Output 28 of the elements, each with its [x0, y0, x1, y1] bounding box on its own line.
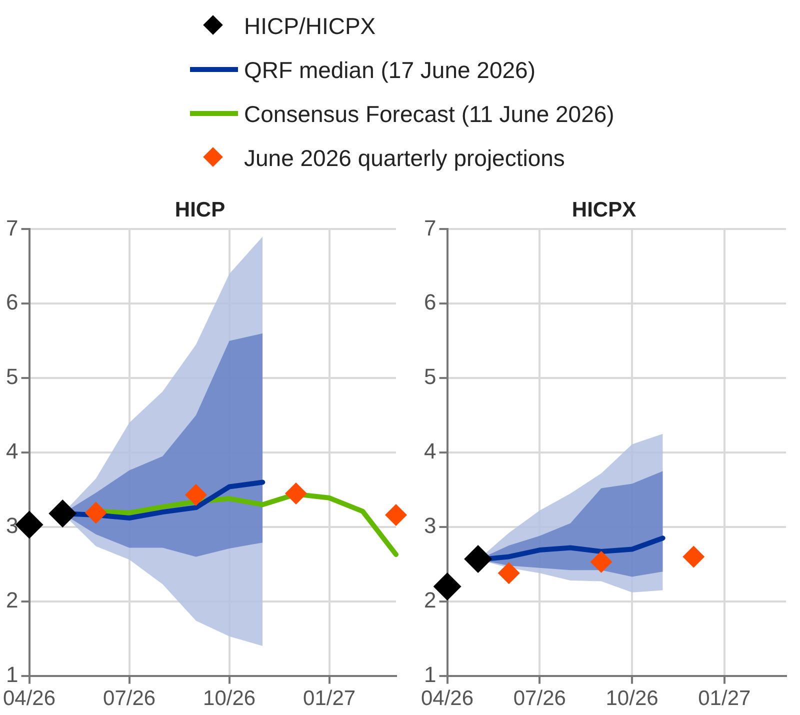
chart-title: HICP — [174, 198, 226, 222]
legend-label: QRF median (17 June 2026) — [244, 56, 536, 84]
x-tick-label: 10/26 — [606, 687, 658, 710]
x-tick-label: 04/26 — [420, 687, 474, 710]
y-tick-label: 5 — [424, 364, 436, 390]
y-tick-label: 6 — [424, 290, 436, 315]
x-tick-label: 07/26 — [103, 687, 156, 710]
y-tick-label: 4 — [6, 438, 18, 464]
legend-label: HICP/HICPX — [244, 12, 376, 40]
x-tick-label: 01/27 — [303, 687, 356, 710]
y-tick-label: 7 — [6, 215, 18, 240]
x-tick-label: 10/26 — [203, 687, 256, 710]
y-tick-label: 1 — [424, 662, 436, 687]
y-tick-label: 4 — [424, 438, 436, 464]
y-tick-label: 1 — [6, 662, 18, 687]
x-tick-label: 01/27 — [698, 687, 751, 710]
y-tick-label: 5 — [6, 364, 18, 390]
chart-title: HICPX — [572, 198, 636, 222]
x-tick-label: 04/26 — [2, 687, 56, 710]
legend-label: June 2026 quarterly projections — [244, 144, 565, 172]
y-tick-label: 7 — [424, 215, 436, 240]
y-tick-label: 2 — [424, 587, 436, 612]
x-tick-label: 07/26 — [513, 687, 566, 710]
y-tick-label: 6 — [6, 290, 18, 315]
y-tick-label: 2 — [6, 587, 18, 612]
y-tick-label: 3 — [424, 512, 436, 538]
y-tick-label: 3 — [6, 512, 18, 538]
legend-label: Consensus Forecast (11 June 2026) — [244, 100, 614, 128]
